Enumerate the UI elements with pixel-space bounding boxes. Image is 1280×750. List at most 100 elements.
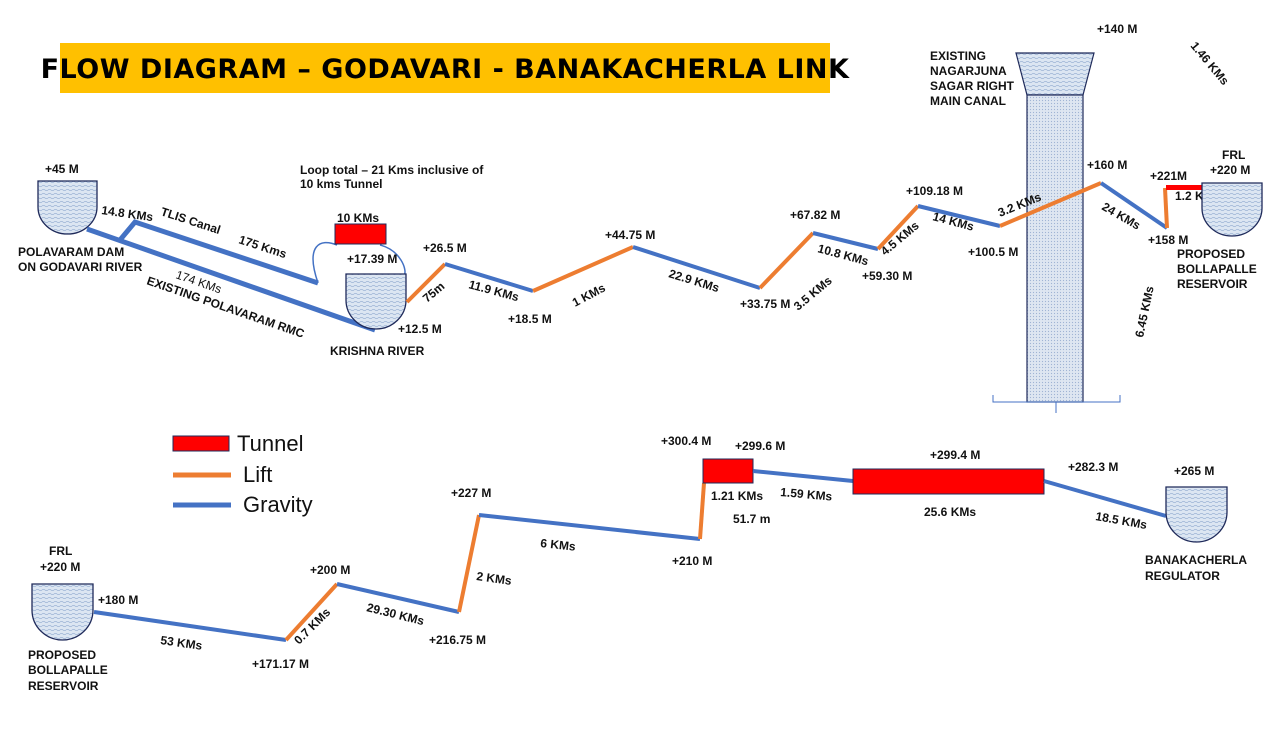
tunnel-10-label: 10 KMs (337, 211, 379, 225)
lift-height-label: 51.7 m (733, 512, 770, 526)
bollapalle-name-1: PROPOSED (1177, 247, 1245, 261)
lift-segment (999, 181, 1102, 228)
lift-segment (876, 204, 920, 251)
outlet-level: +180 M (98, 593, 138, 607)
gravity-segment (917, 204, 1001, 228)
distance-label: 1.21 KMs (711, 489, 763, 503)
level-label: +59.30 M (862, 269, 912, 283)
level-label: +299.4 M (930, 448, 980, 462)
lift-segment (284, 582, 339, 642)
tunnel-segment (702, 458, 754, 484)
bollapalle-reservoir-bottom (31, 583, 94, 641)
distance-label: 1.46 KMs (1188, 39, 1232, 88)
nsrmc-name-1: EXISTING (930, 49, 986, 63)
distance-label: 29.30 KMs (365, 600, 426, 628)
nagarjuna-sagar-canal (992, 52, 1121, 413)
bollapalle-name-1: PROPOSED (28, 648, 96, 662)
level-label: +109.18 M (906, 184, 963, 198)
nsrmc-name-3: SAGAR RIGHT (930, 79, 1015, 93)
gravity-segment (812, 231, 879, 251)
distance-label: 6.45 KMs (1132, 285, 1157, 339)
loop-note-1: Loop total – 21 Kms inclusive of (300, 163, 484, 177)
nsrmc-name-2: NAGARJUNA (930, 64, 1007, 78)
level-label: +216.75 M (429, 633, 486, 647)
distance-label: 1.59 KMs (780, 485, 833, 504)
distance-label: 3.5 KMs (791, 273, 835, 313)
lift-segment (698, 482, 706, 540)
level-label: +100.5 M (968, 245, 1018, 259)
level-label: +200 M (310, 563, 350, 577)
nsrmc-name-4: MAIN CANAL (930, 94, 1006, 108)
distance-label: 53 KMs (160, 633, 204, 653)
banakacherla-regulator (1165, 486, 1228, 543)
krishna-name: KRISHNA RIVER (330, 344, 425, 358)
gravity-segment (478, 513, 701, 541)
page-title: FLOW DIAGRAM – GODAVARI - BANAKACHERLA L… (41, 54, 850, 85)
level-label: +282.3 M (1068, 460, 1118, 474)
frl-level: +220 M (40, 560, 80, 574)
bollapalle-name-2: BOLLAPALLE (1177, 262, 1257, 276)
krishna-level-bottom: +12.5 M (398, 322, 442, 336)
level-label: +221M (1150, 169, 1187, 183)
banakacherla-level: +265 M (1174, 464, 1214, 478)
frl-level: +220 M (1210, 163, 1250, 177)
gravity-segment (336, 582, 460, 614)
gravity-segment (632, 245, 761, 290)
title-banner: FLOW DIAGRAM – GODAVARI - BANAKACHERLA L… (41, 43, 850, 93)
level-label: +299.6 M (735, 439, 785, 453)
level-label: +158 M (1148, 233, 1188, 247)
distance-label: 1 KMs (570, 281, 608, 310)
lift-legend-label: Lift (243, 462, 272, 487)
distance-label: 11.9 KMs (467, 277, 521, 304)
banakacherla-name-2: REGULATOR (1145, 569, 1220, 583)
polavaram-level: +45 M (45, 162, 79, 176)
polavaram-rmc-canal (86, 226, 376, 333)
frl-label: FRL (1222, 148, 1245, 162)
banakacherla-name-1: BANAKACHERLA (1145, 553, 1247, 567)
polavaram-name-2: ON GODAVARI RIVER (18, 260, 143, 274)
tunnel-legend-label: Tunnel (237, 431, 303, 456)
gravity-segment (1043, 479, 1167, 518)
frl-label: FRL (49, 544, 72, 558)
krishna-river-reservoir (345, 273, 407, 330)
polavaram-reservoir (37, 180, 98, 235)
lift-segment (405, 262, 447, 304)
lift-segment (1163, 187, 1169, 229)
gravity-segment (1099, 181, 1169, 230)
level-label: +210 M (672, 554, 712, 568)
level-label: +44.75 M (605, 228, 655, 242)
level-label: +227 M (451, 486, 491, 500)
lift-segment (457, 514, 481, 613)
level-label: +160 M (1087, 158, 1127, 172)
distance-label: 2 KMs (476, 569, 513, 588)
distance-label: 25.6 KMs (924, 505, 976, 519)
nsrmc-level: +140 M (1097, 22, 1137, 36)
level-label: +300.4 M (661, 434, 711, 448)
legend: Tunnel Lift Gravity (172, 431, 313, 517)
loop-note-2: 10 kms Tunnel (300, 177, 382, 191)
gravity-segment (444, 262, 534, 293)
tlis-distance: 14.8 KMs (101, 203, 155, 224)
distance-label: 24 KMs (1100, 199, 1144, 232)
bollapalle-name-3: RESERVOIR (1177, 277, 1248, 291)
gravity-legend-label: Gravity (243, 492, 313, 517)
polavaram-name-1: POLAVARAM DAM (18, 245, 124, 259)
level-label: +26.5 M (423, 241, 467, 255)
lift-segment (758, 231, 815, 290)
rmc-name: EXISTING POLAVARAM RMC (145, 274, 306, 341)
level-label: +67.82 M (790, 208, 840, 222)
loop-tunnel (334, 223, 387, 245)
krishna-level-top: +17.39 M (347, 252, 397, 266)
distance-label: 18.5 KMs (1094, 509, 1148, 532)
distance-label: 6 KMs (540, 536, 577, 554)
level-label: +171.17 M (252, 657, 309, 671)
bollapalle-name-2: BOLLAPALLE (28, 663, 108, 677)
bollapalle-name-3: RESERVOIR (28, 679, 99, 693)
level-label: +33.75 M (740, 297, 790, 311)
tunnel-segment (1166, 185, 1202, 190)
gravity-segment (93, 610, 287, 642)
level-label: +18.5 M (508, 312, 552, 326)
bollapalle-reservoir-top (1201, 182, 1263, 237)
tunnel-legend-swatch (172, 435, 230, 452)
